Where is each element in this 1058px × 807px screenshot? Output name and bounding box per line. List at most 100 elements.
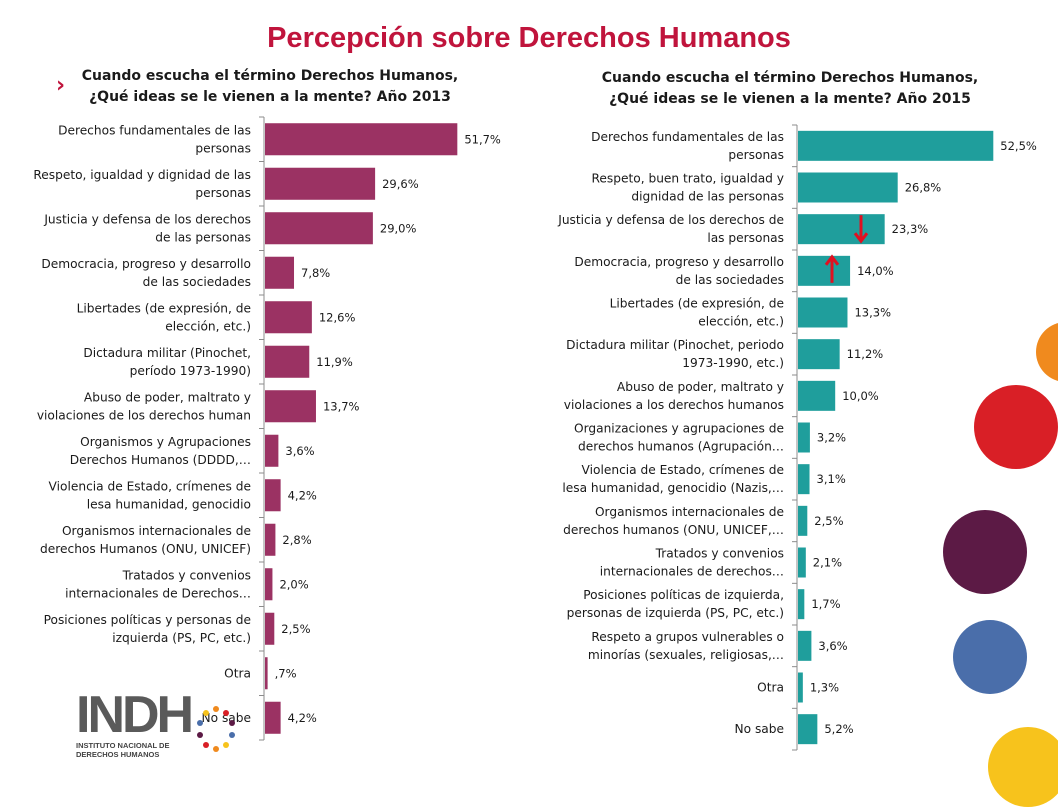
- chart-2015-value-label: 2,5%: [814, 514, 843, 528]
- chart-2013-title-line2: ¿Qué ideas se le vienen a la mente? Año …: [89, 89, 451, 105]
- logo-subtitle-line1: INSTITUTO NACIONAL DE: [76, 741, 170, 750]
- chart-2015-bar: [798, 380, 836, 411]
- red-circle-decoration: [974, 385, 1058, 469]
- chart-2013-bar: [265, 390, 316, 423]
- chart-2013-category-label: de las sociedades: [143, 275, 251, 289]
- chart-2013-bar: [265, 612, 275, 645]
- chart-2015-title-line2: ¿Qué ideas se le vienen a la mente? Año …: [609, 91, 971, 107]
- chart-2013-value-label: 29,6%: [382, 177, 419, 191]
- chart-2015-category-label: Respeto a grupos vulnerables o: [591, 630, 784, 644]
- chart-2013-category-label: internacionales de Derechos…: [65, 586, 251, 600]
- blue-circle-decoration: [953, 620, 1027, 694]
- chevron-right-icon: ›: [56, 73, 66, 98]
- chart-2013-value-label: 13,7%: [323, 399, 360, 413]
- yellow-circle-decoration: [988, 727, 1058, 807]
- chart-2015-bar: [798, 172, 898, 203]
- chart-2013-category-label: personas: [195, 141, 251, 155]
- chart-2015-category-label: Respeto, buen trato, igualdad y: [591, 172, 784, 186]
- chart-2013-category-label: Otra: [224, 666, 251, 680]
- chart-2015-category-label: Posiciones políticas de izquierda,: [583, 588, 784, 602]
- chart-2015-bar: [798, 589, 805, 620]
- logo-dots-icon: [197, 706, 235, 752]
- purple-circle-decoration: [943, 510, 1027, 594]
- chart-2013-title-line1: Cuando escucha el término Derechos Human…: [81, 68, 459, 84]
- page-title: Percepción sobre Derechos Humanos: [267, 22, 791, 54]
- chart-2015-category-label: Derechos fundamentales de las: [591, 130, 784, 144]
- chart-2015-bar: [798, 214, 885, 245]
- indh-logo: INDH INSTITUTO NACIONAL DE DERECHOS HUMA…: [76, 686, 246, 763]
- chart-2013-category-label: Justicia y defensa de los derechos: [43, 212, 251, 226]
- chart-2015-category-label: Violencia de Estado, crímenes de: [582, 463, 784, 477]
- chart-2013-bar: [265, 568, 273, 601]
- chart-2013-bar: [265, 301, 312, 334]
- chart-2015-value-label: 10,0%: [842, 389, 879, 403]
- chart-2013-bar: [265, 212, 373, 245]
- chart-2013-category-label: Derechos fundamentales de las: [58, 123, 251, 137]
- chart-2015-category-label: elección, etc.): [698, 315, 784, 329]
- chart-2015-category-label: Tratados y convenios: [655, 547, 784, 561]
- chart-2013-category-label: Derechos Humanos (DDDD,…: [70, 453, 251, 467]
- chart-2015-category-label: dignidad de las personas: [631, 190, 784, 204]
- chart-2015-value-label: 1,3%: [810, 681, 839, 695]
- chart-2013-category-label: Abuso de poder, maltrato y: [84, 390, 251, 404]
- chart-2013-bar: [265, 523, 276, 556]
- chart-2015-value-label: 26,8%: [905, 181, 942, 195]
- chart-2015-category-label: derechos humanos (Agrupación…: [578, 440, 784, 454]
- chart-2015-bar: [798, 255, 851, 286]
- chart-2015-category-label: Abuso de poder, maltrato y: [617, 380, 784, 394]
- chart-2013-value-label: 2,5%: [281, 622, 310, 636]
- chart-2013-category-label: Organismos y Agrupaciones: [80, 435, 251, 449]
- chart-2015-category-label: derechos humanos (ONU, UNICEF,…: [563, 523, 784, 537]
- chart-2015-value-label: 14,0%: [857, 264, 894, 278]
- chart-2013-category-label: Democracia, progreso y desarrollo: [41, 257, 251, 271]
- chart-2015-value-label: 3,2%: [817, 431, 846, 445]
- chart-2015-bar: [798, 422, 810, 453]
- chart-2013-category-label: período 1973-1990): [130, 364, 251, 378]
- logo-subtitle-line2: DERECHOS HUMANOS: [76, 750, 160, 759]
- chart-2015-category-label: las personas: [707, 231, 784, 245]
- chart-2015-bar: [798, 339, 840, 370]
- chart-2015-bar: [798, 297, 848, 328]
- chart-2015-bar: [798, 464, 810, 495]
- chart-2013-value-label: 51,7%: [464, 132, 501, 146]
- chart-2013-value-label: 7,8%: [301, 266, 330, 280]
- chart-2015-category-label: personas: [728, 148, 784, 162]
- chart-2013-category-label: derechos Humanos (ONU, UNICEF): [40, 542, 251, 556]
- chart-2015-category-label: Dictadura militar (Pinochet, periodo: [566, 338, 784, 352]
- chart-2013-category-label: Dictadura militar (Pinochet,: [83, 346, 251, 360]
- chart-2015-value-label: 23,3%: [892, 222, 929, 236]
- chart-2015-bar: [798, 672, 803, 703]
- chart-2015-bar: [798, 714, 818, 745]
- chart-2015-title-line1: Cuando escucha el término Derechos Human…: [601, 70, 979, 86]
- chart-2015-category-label: Justicia y defensa de los derechos de: [557, 213, 784, 227]
- chart-2013-value-label: 4,2%: [288, 488, 317, 502]
- chart-2013-category-label: Libertades (de expresión, de: [77, 301, 251, 315]
- increase-arrowhead-icon: [824, 254, 840, 266]
- logo-subtitle: INSTITUTO NACIONAL DE DERECHOS HUMANOS: [76, 741, 186, 759]
- chart-2013-category-label: izquierda (PS, PC, etc.): [112, 631, 251, 645]
- chart-2013-bar: [265, 701, 281, 734]
- chart-2015-category-label: No sabe: [735, 722, 785, 736]
- chart-2013-category-label: lesa humanidad, genocidio: [87, 497, 251, 511]
- chart-2015-bar: [798, 547, 806, 578]
- chart-2015-category-label: lesa humanidad, genocidio (Nazis,…: [562, 481, 784, 495]
- orange-circle-decoration: [1036, 322, 1058, 382]
- chart-2013-value-label: 3,6%: [285, 444, 314, 458]
- chart-2013-category-label: Posiciones políticas y personas de: [44, 613, 251, 627]
- chart-2015-category-label: Democracia, progreso y desarrollo: [574, 255, 784, 269]
- chart-2013-value-label: 29,0%: [380, 221, 417, 235]
- chart-2013-category-label: personas: [195, 186, 251, 200]
- chart-2013-bar: [265, 123, 458, 156]
- chart-2015-value-label: 1,7%: [811, 597, 840, 611]
- chart-2015-category-label: internacionales de derechos…: [600, 565, 784, 579]
- chart-2015-bar: [798, 505, 808, 536]
- chart-2013-title: Cuando escucha el término Derechos Human…: [70, 66, 470, 108]
- chart-2013-bar: [265, 479, 281, 512]
- chart-2013-value-label: 12,6%: [319, 310, 356, 324]
- chart-2015-value-label: 2,1%: [813, 556, 842, 570]
- chart-2015-category-label: Organismos internacionales de: [595, 505, 784, 519]
- chart-2015-value-label: 13,3%: [854, 306, 891, 320]
- chart-2015-category-label: Organizaciones y agrupaciones de: [574, 422, 784, 436]
- chart-2013-value-label: 2,0%: [279, 577, 308, 591]
- chart-2015-title: Cuando escucha el término Derechos Human…: [580, 68, 1000, 110]
